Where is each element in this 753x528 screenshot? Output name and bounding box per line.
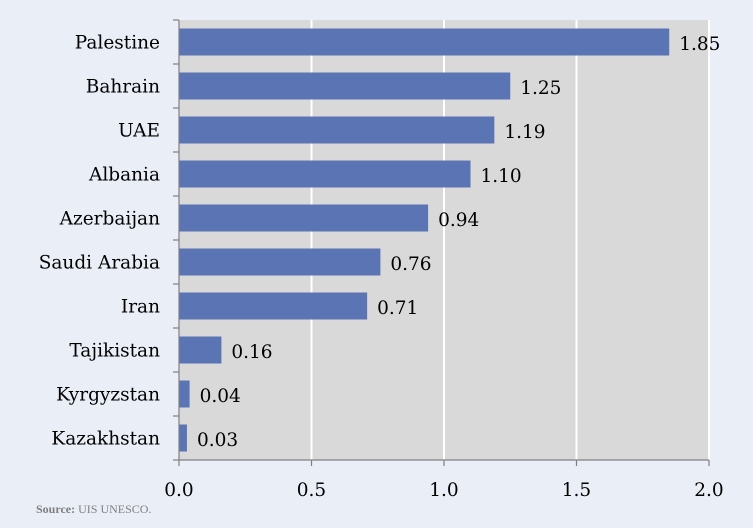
bar (179, 204, 429, 232)
bar (179, 424, 187, 452)
category-label: Azerbaijan (59, 209, 160, 230)
bar (179, 336, 222, 364)
bar (179, 72, 511, 100)
value-label: 1.85 (679, 34, 720, 55)
labels: 0.0 0.5 1.0 1.5 2.0 Palestine 1.85 Bahrain 1.25 U… (39, 33, 724, 502)
bar (179, 116, 495, 144)
value-label: 1.10 (481, 166, 522, 187)
category-label: Iran (121, 297, 160, 318)
category-label: Tajikistan (69, 341, 160, 362)
axes (173, 19, 710, 466)
category-label: Kazakhstan (51, 429, 160, 450)
x-tick-label: 0.5 (297, 480, 326, 501)
value-label: 0.71 (377, 298, 418, 319)
bar (179, 28, 670, 56)
bar (179, 248, 381, 276)
category-label: Saudi Arabia (39, 253, 160, 274)
value-label: 1.19 (504, 122, 545, 143)
value-label: 0.16 (231, 342, 272, 363)
bar (179, 380, 190, 408)
x-tick-label: 1.5 (562, 480, 591, 501)
category-label: Albania (88, 165, 160, 186)
value-label: 0.04 (200, 386, 241, 407)
value-label: 0.03 (197, 430, 238, 451)
source-note: Source: UIS UNESCO. (36, 502, 151, 517)
value-label: 0.94 (438, 210, 479, 231)
x-tick-label: 2.0 (694, 480, 723, 501)
source-text: UIS UNESCO. (78, 502, 152, 516)
source-label: Source: (36, 502, 76, 516)
category-label: UAE (118, 121, 160, 142)
x-tick-label: 0.0 (164, 480, 193, 501)
bars (179, 28, 670, 452)
bar (179, 292, 368, 320)
category-label: Bahrain (86, 77, 160, 98)
value-label: 0.76 (390, 254, 431, 275)
category-label: Palestine (75, 33, 160, 54)
x-tick-label: 1.0 (429, 480, 458, 501)
category-label: Kyrgyzstan (56, 385, 160, 406)
bar (179, 160, 471, 188)
value-label: 1.25 (520, 78, 561, 99)
